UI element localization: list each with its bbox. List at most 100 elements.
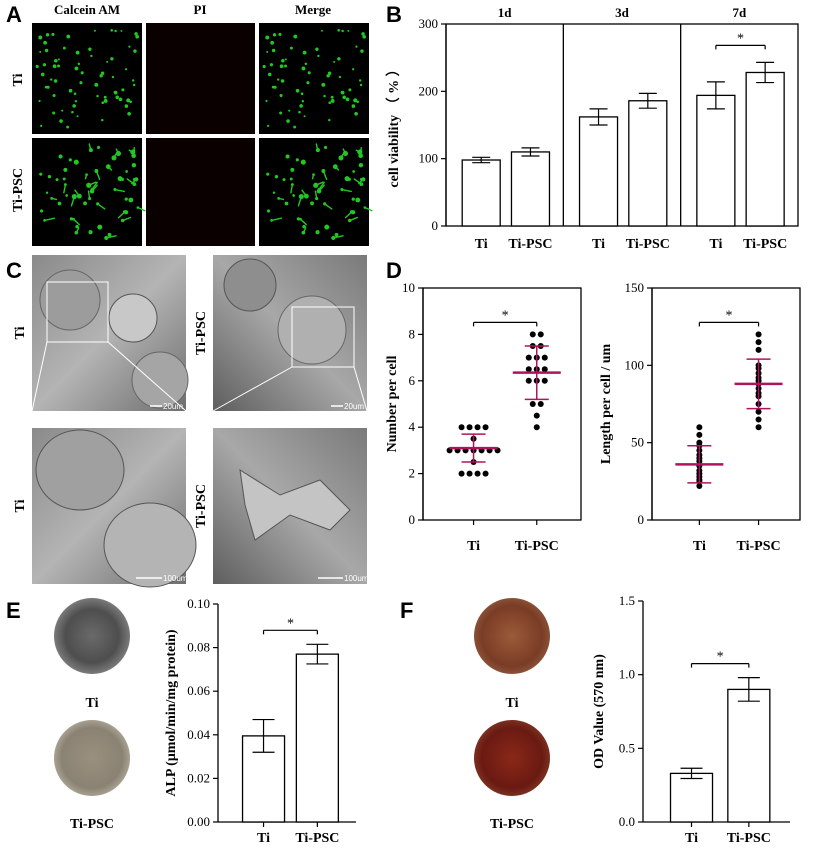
data-point — [482, 470, 489, 477]
x-tick-label: Ti-PSC — [515, 539, 559, 554]
green-cell — [110, 28, 114, 32]
y-axis-label: Length per cell / um — [599, 344, 614, 465]
green-cell — [307, 71, 311, 75]
green-cell — [266, 50, 269, 53]
green-cell — [331, 235, 336, 240]
green-cell — [315, 230, 320, 235]
green-cell — [125, 68, 128, 71]
green-cell — [333, 60, 336, 63]
significance-star: * — [502, 308, 509, 323]
green-cell — [39, 50, 42, 53]
panel-b: B 1d 3d 7d 0 100 200 300 cell viability （ % ） Ti… — [386, 2, 799, 252]
data-point — [755, 424, 762, 431]
green-cell — [72, 104, 76, 108]
y-axis-label: OD Value (570 nm) — [592, 654, 607, 769]
bar — [727, 688, 771, 823]
bar — [295, 653, 340, 823]
row-label-ti-psc: Ti-PSC — [11, 168, 26, 212]
green-cell — [120, 177, 124, 181]
green-cell — [355, 45, 358, 48]
scale-bar-label: 100um — [344, 574, 369, 583]
green-cell — [326, 74, 330, 78]
green-cell — [90, 54, 93, 58]
group-label: 7d — [732, 5, 747, 20]
green-cell — [289, 177, 293, 181]
panel-label-b: B — [386, 2, 402, 27]
green-cell — [363, 206, 367, 209]
green-cell — [278, 32, 282, 36]
green-cell — [290, 167, 295, 172]
green-cell — [57, 201, 62, 206]
green-cell — [306, 81, 310, 85]
data-point — [696, 482, 703, 489]
green-cell — [115, 150, 122, 157]
bar — [628, 100, 668, 227]
green-cell — [284, 64, 287, 68]
sem-cell-body — [239, 469, 351, 541]
row-label-c-ti-2: Ti — [13, 499, 28, 512]
green-cells-tipsc-calcein — [39, 143, 146, 240]
green-cell — [272, 33, 277, 37]
green-cells-ti-merge — [262, 28, 367, 129]
green-cell — [269, 63, 274, 67]
green-cell — [52, 64, 57, 69]
green-cell — [120, 29, 123, 32]
green-cell — [52, 111, 56, 115]
sem-cell-body — [131, 351, 189, 409]
green-cell — [352, 170, 355, 173]
green-cell — [126, 98, 131, 103]
y-tick-label: 100 — [625, 357, 645, 372]
panel-label-f: F — [400, 598, 413, 623]
green-cell — [340, 188, 344, 192]
significance-star: * — [717, 650, 724, 665]
green-cell — [303, 193, 309, 199]
green-cell — [53, 79, 58, 83]
green-cell — [341, 29, 344, 33]
data-point — [537, 331, 544, 338]
green-cell — [43, 219, 46, 222]
green-cell — [51, 32, 55, 36]
green-cell — [328, 101, 332, 105]
green-cell — [44, 48, 49, 53]
green-cell — [293, 125, 297, 129]
green-cell — [267, 124, 270, 127]
bar — [696, 94, 736, 227]
green-cell — [334, 232, 339, 237]
y-tick-label: 1.5 — [619, 593, 635, 608]
green-cell — [315, 197, 319, 201]
green-cell — [111, 155, 117, 161]
green-cell — [114, 188, 125, 193]
green-cell — [338, 75, 342, 79]
green-cell — [267, 72, 272, 77]
data-point — [482, 424, 489, 431]
green-cell — [125, 170, 128, 173]
green-cell — [85, 173, 88, 176]
scale-bar-label: 20um — [163, 402, 183, 411]
green-cell — [303, 115, 306, 118]
green-cell — [124, 104, 129, 108]
data-point — [458, 424, 465, 431]
panel-label-d: D — [386, 258, 402, 283]
green-cell — [272, 191, 276, 194]
green-cell — [296, 217, 301, 221]
green-cell — [72, 218, 80, 226]
sem-cell-body — [103, 502, 197, 588]
green-cell — [135, 34, 140, 39]
data-point — [755, 346, 762, 353]
green-cell — [71, 193, 77, 200]
y-tick-label: 8 — [409, 326, 416, 341]
green-cell — [76, 193, 82, 199]
chart-d-right: 0 50 100 150 Length per cell / um Ti Ti-PSC * — [599, 280, 801, 554]
x-tick-label: Ti — [475, 237, 488, 252]
alp-stain-tipsc — [54, 720, 130, 796]
green-cell — [54, 58, 58, 63]
green-cell — [65, 194, 68, 197]
green-cell — [320, 29, 323, 32]
y-tick-label: 0.00 — [187, 814, 210, 829]
sem-cell-body — [39, 269, 101, 331]
row-label-c-tipsc: Ti-PSC — [194, 311, 209, 355]
green-cell — [86, 182, 92, 188]
panel-e: E Ti Ti-PSC 0.00 0.02 0.04 0.06 0.08 0.10 ALP … — [6, 596, 356, 846]
green-cell — [279, 111, 283, 115]
green-cell — [327, 71, 332, 75]
